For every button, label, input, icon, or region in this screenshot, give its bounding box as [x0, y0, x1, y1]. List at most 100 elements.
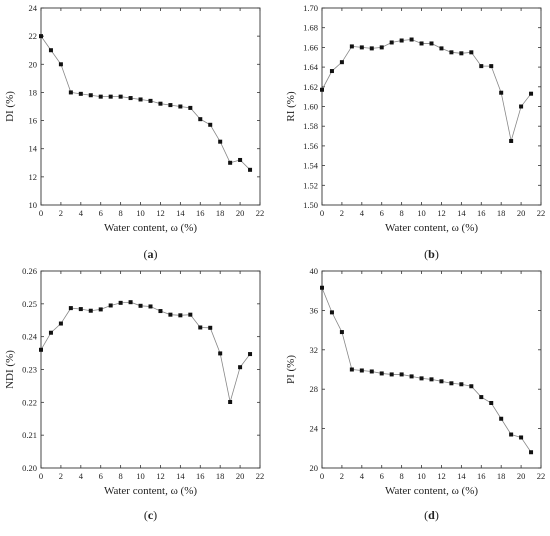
- data-point: [128, 96, 133, 101]
- data-point: [138, 97, 143, 102]
- data-point: [58, 62, 63, 67]
- data-point: [349, 367, 354, 372]
- panel-letter: a: [148, 247, 154, 261]
- x-axis-label: Water content, ω (%): [104, 222, 197, 234]
- data-point: [399, 372, 404, 377]
- data-point: [479, 64, 484, 69]
- data-point: [39, 34, 43, 39]
- x-tick-label: 6: [99, 208, 103, 218]
- x-tick-label: 4: [79, 208, 84, 218]
- x-tick-label: 18: [216, 208, 225, 218]
- data-point: [218, 139, 223, 144]
- y-tick-label: 1.60: [303, 102, 318, 112]
- data-point: [429, 377, 434, 382]
- data-point: [138, 303, 143, 308]
- panel-letter: d: [428, 508, 435, 522]
- data-point: [208, 122, 213, 127]
- data-point: [379, 371, 384, 376]
- y-tick-label: 20: [29, 59, 38, 69]
- data-point: [48, 330, 53, 335]
- data-point: [228, 160, 233, 165]
- y-tick-label: 1.56: [303, 141, 318, 151]
- data-point: [459, 51, 464, 56]
- y-tick-label: 0.23: [22, 365, 37, 375]
- y-tick-label: 20: [310, 463, 319, 473]
- panel-caption: (b): [424, 247, 439, 261]
- data-point: [469, 384, 474, 389]
- data-point: [519, 435, 524, 440]
- x-tick-label: 8: [400, 471, 404, 481]
- y-tick-label: 22: [29, 31, 38, 41]
- data-point: [329, 69, 334, 74]
- x-tick-label: 20: [236, 471, 245, 481]
- x-tick-label: 22: [537, 208, 546, 218]
- y-axis-label: DI (%): [4, 91, 16, 122]
- data-point: [48, 48, 53, 53]
- data-point: [359, 45, 364, 50]
- data-point: [339, 60, 344, 65]
- x-tick-label: 10: [136, 208, 145, 218]
- data-point: [409, 37, 414, 42]
- data-point: [148, 98, 153, 103]
- data-point: [98, 94, 103, 99]
- y-tick-label: 36: [310, 305, 319, 315]
- y-tick-label: 1.50: [303, 200, 318, 210]
- data-point: [489, 64, 494, 69]
- x-tick-label: 0: [320, 208, 324, 218]
- data-point: [439, 46, 444, 51]
- data-point: [449, 50, 454, 55]
- data-point: [168, 312, 173, 317]
- data-point: [369, 46, 374, 51]
- data-point: [88, 308, 93, 313]
- data-point: [178, 313, 183, 318]
- y-tick-label: 10: [29, 200, 38, 210]
- data-point: [419, 41, 424, 46]
- y-tick-label: 14: [29, 144, 38, 154]
- x-tick-label: 14: [176, 208, 185, 218]
- data-point: [369, 369, 374, 374]
- data-point: [489, 400, 494, 405]
- y-tick-label: 24: [310, 424, 319, 434]
- x-tick-label: 20: [517, 471, 526, 481]
- data-point: [449, 381, 454, 386]
- data-point: [248, 352, 253, 357]
- y-tick-label: 0.20: [22, 463, 37, 473]
- data-point: [108, 303, 113, 308]
- data-point: [148, 304, 153, 309]
- data-point: [218, 351, 223, 356]
- data-point: [509, 138, 514, 143]
- x-tick-label: 22: [537, 471, 546, 481]
- data-point: [78, 307, 83, 312]
- x-axis-label: Water content, ω (%): [104, 485, 197, 497]
- x-tick-label: 8: [119, 208, 123, 218]
- data-point: [158, 309, 163, 314]
- y-tick-label: 1.54: [303, 161, 319, 171]
- data-point: [39, 347, 43, 352]
- y-tick-label: 0.22: [22, 397, 37, 407]
- x-tick-label: 20: [517, 208, 526, 218]
- y-tick-label: 16: [29, 116, 38, 126]
- y-tick-label: 1.68: [303, 23, 318, 33]
- data-point: [359, 368, 364, 373]
- data-point: [389, 40, 394, 45]
- series-line: [321, 287, 532, 453]
- x-tick-label: 12: [437, 208, 446, 218]
- x-tick-label: 0: [39, 208, 43, 218]
- y-tick-label: 0.21: [22, 430, 37, 440]
- x-tick-label: 0: [320, 471, 324, 481]
- x-tick-label: 2: [59, 208, 63, 218]
- x-tick-label: 2: [59, 471, 63, 481]
- y-tick-label: 1.66: [303, 42, 318, 52]
- data-point: [329, 310, 334, 315]
- panel-letter: b: [428, 247, 435, 261]
- data-point: [68, 306, 73, 311]
- data-point: [88, 93, 93, 98]
- y-tick-label: 18: [29, 87, 38, 97]
- data-point: [529, 450, 534, 455]
- x-tick-label: 6: [380, 208, 384, 218]
- data-point: [499, 90, 504, 95]
- panel-caption: (a): [144, 247, 158, 261]
- y-tick-label: 24: [29, 3, 38, 13]
